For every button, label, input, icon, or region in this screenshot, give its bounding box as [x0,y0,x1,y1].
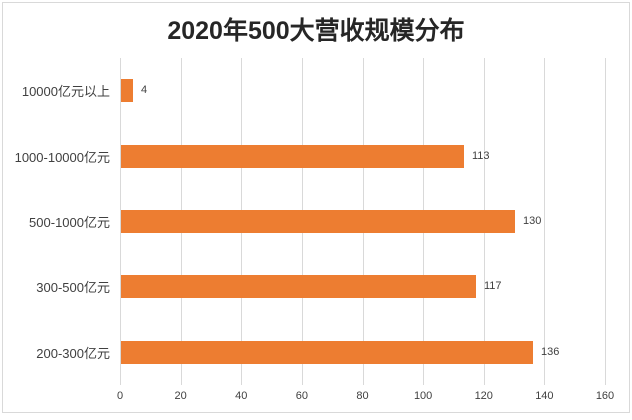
plot-area: 4 113 130 117 136 [120,58,606,385]
x-tick-label-120: 120 [474,390,493,402]
chart-title: 2020年500大营收规模分布 [167,17,465,45]
x-tick-label-160: 160 [595,390,615,402]
x-tick-label-100: 100 [413,390,433,402]
value-label-200-300亿元: 136 [541,345,560,358]
bar-500-1000亿元 [121,210,515,233]
x-tick-label-40: 40 [235,390,248,402]
bar-10000亿元以上 [121,79,133,103]
category-label-500-1000亿元: 500-1000亿元 [29,214,110,230]
x-tick-label-60: 60 [295,390,308,402]
value-label-1000-10000亿元: 113 [472,149,490,162]
category-label-200-300亿元: 200-300亿元 [36,345,110,361]
x-tick-label-0: 0 [116,390,124,402]
value-label-10000亿元以上: 4 [141,84,148,97]
x-tick-label-80: 80 [356,390,369,402]
x-tick-label-20: 20 [174,390,187,402]
value-label-500-1000亿元: 130 [523,215,542,227]
category-label-300-500亿元: 300-500亿元 [36,280,110,296]
category-label-1000-10000亿元: 1000-10000亿元 [14,149,110,165]
x-tick-label-140: 140 [535,390,554,402]
value-label-300-500亿元: 117 [484,280,502,293]
category-label-10000亿元以上: 10000亿元以上 [21,84,110,100]
bar-300-500亿元 [121,275,476,299]
gridline-x-160 [605,58,606,385]
bar-200-300亿元 [121,340,533,364]
bar-1000-10000亿元 [121,144,464,168]
gridline-x-140 [544,58,546,385]
gridline-x-0 [120,58,121,385]
